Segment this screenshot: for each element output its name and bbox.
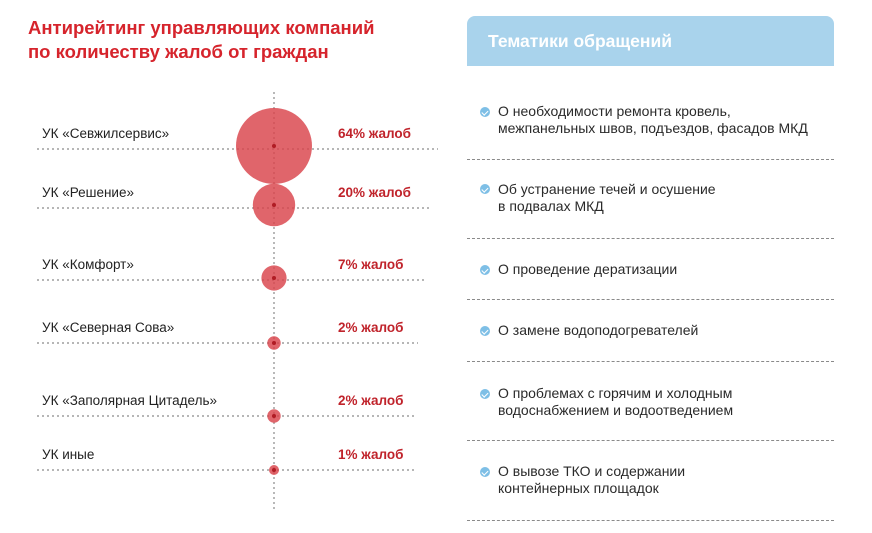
topic-line: О вывозе ТКО и содержании [498, 463, 686, 479]
topic-line: межпанельных швов, подъездов, фасадов МК… [498, 120, 808, 136]
value-label: 2% жалоб [338, 393, 404, 408]
topic-text: Об устранение течей и осушение в подвала… [498, 181, 826, 215]
chart-title-line-2: по количеству жалоб от граждан [28, 41, 329, 62]
topic-line: О необходимости ремонта кровель, [498, 103, 731, 119]
category-label: УК «Северная Сова» [42, 320, 174, 335]
category-label: УК «Решение» [42, 185, 134, 200]
bubble-center-dot [272, 341, 276, 345]
value-label: 2% жалоб [338, 320, 404, 335]
topic-line: в подвалах МКД [498, 198, 604, 214]
category-label: УК «Заполярная Цитадель» [42, 393, 217, 408]
category-label: УК иные [42, 447, 94, 462]
topic-line: О проведение дератизации [498, 261, 678, 277]
chart-title-line-1: Антирейтинг управляющих компаний [28, 17, 375, 38]
topic-line: О замене водоподогревателей [498, 322, 699, 338]
value-label: 20% жалоб [338, 185, 411, 200]
bubble-center-dot [272, 276, 276, 280]
topic-text: О необходимости ремонта кровель, межпане… [498, 103, 826, 137]
value-label: 1% жалоб [338, 447, 404, 462]
value-label: 7% жалоб [338, 257, 404, 272]
topic-line: О проблемах с горячим и холодным [498, 385, 733, 401]
bubble-center-dot [272, 144, 276, 148]
topic-item-water-supply: О проблемах с горячим и холодным водосна… [467, 362, 834, 441]
check-circle-icon [480, 184, 490, 194]
topic-text: О замене водоподогревателей [498, 322, 826, 339]
topic-line: контейнерных площадок [498, 480, 659, 496]
topic-item-basement-leaks: Об устранение течей и осушение в подвала… [467, 160, 834, 239]
check-circle-icon [480, 389, 490, 399]
topics-panel-title: Тематики обращений [488, 31, 672, 51]
topic-text: О вывозе ТКО и содержании контейнерных п… [498, 463, 826, 497]
category-label: УК «Комфорт» [42, 257, 134, 272]
topic-item-deratization: О проведение дератизации [467, 239, 834, 300]
topic-line: Об устранение течей и осушение [498, 181, 716, 197]
topic-text: О проблемах с горячим и холодным водосна… [498, 385, 826, 419]
value-label: 64% жалоб [338, 126, 411, 141]
topic-line: водоснабжением и водоотведением [498, 402, 734, 418]
bubble-chart: УК «Севжилсервис» 64% жалоб УК «Решение» 20… [37, 92, 438, 512]
bubble-center-dot [272, 414, 276, 418]
topic-item-roof-repair: О необходимости ремонта кровель, межпане… [467, 84, 834, 160]
check-circle-icon [480, 467, 490, 477]
topic-item-waste-removal: О вывозе ТКО и содержании контейнерных п… [467, 441, 834, 521]
bubble-center-dot [272, 468, 276, 472]
check-circle-icon [480, 265, 490, 275]
topic-text: О проведение дератизации [498, 261, 826, 278]
check-circle-icon [480, 107, 490, 117]
category-label: УК «Севжилсервис» [42, 126, 169, 141]
chart-title: Антирейтинг управляющих компаний по коли… [28, 16, 374, 64]
check-circle-icon [480, 326, 490, 336]
topic-item-water-heaters: О замене водоподогревателей [467, 300, 834, 362]
topics-panel-header: Тематики обращений [467, 16, 834, 66]
bubble-center-dot [272, 203, 276, 207]
